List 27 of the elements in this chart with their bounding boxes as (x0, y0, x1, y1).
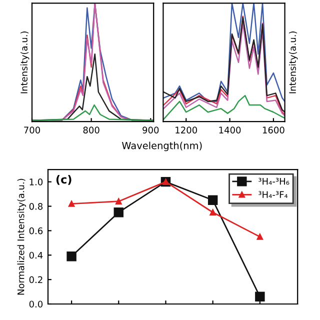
point (114, 208, 124, 218)
x-tick-label: 1600 (262, 126, 284, 134)
y-tick-label: 1.0 (30, 178, 43, 186)
point (66, 251, 76, 262)
point (116, 198, 122, 204)
y-axis-title: Intensity(a.u.) (20, 32, 30, 94)
legend-label: ³H₄-³F₄ (258, 191, 288, 198)
point (256, 234, 264, 240)
point (210, 209, 216, 216)
x-tick-label: 1400 (219, 126, 241, 134)
y2-axis-title: Intensity(a.u.) (288, 32, 298, 94)
y-tick-label: 0.0 (29, 300, 43, 308)
point (208, 195, 218, 206)
y-tick-label: 0.4 (29, 252, 43, 259)
legend-label: ³H₄-³H₆ (258, 178, 290, 185)
y-tick-label: 0.8 (29, 202, 43, 210)
y-tick-label: 0.6 (29, 227, 43, 234)
annotation: (c) (56, 174, 72, 185)
point (68, 200, 75, 207)
x-tick-label: 900 (142, 126, 159, 134)
y-axis-title: Normalized Intensity(a.u.) (17, 178, 26, 295)
point (255, 292, 265, 302)
x-tick-label: 700 (24, 126, 40, 134)
x-tick-label: 800 (83, 126, 100, 134)
x-axis-title: Wavelength(nm) (122, 142, 202, 152)
x-tick-label: 1200 (176, 126, 198, 134)
y-tick-label: 0.2 (29, 276, 42, 284)
